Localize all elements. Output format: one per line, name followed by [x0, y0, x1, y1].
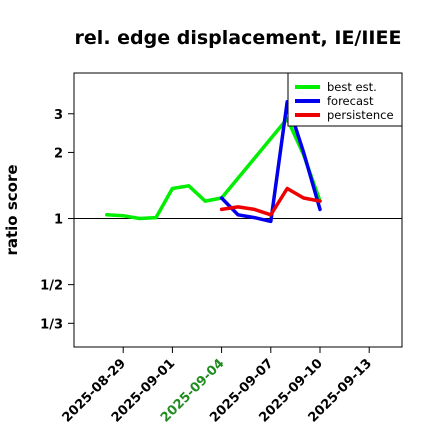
- y-tick-label-4: 1/3: [40, 317, 63, 332]
- y-tick-label-2: 1: [54, 213, 63, 228]
- chart-title: rel. edge displacement, IE/IIEE: [75, 27, 402, 49]
- y-tick-label-1: 2: [54, 146, 63, 161]
- legend-label-persistence: persistence: [327, 108, 394, 122]
- y-axis: 3 2 1 1/2 1/3: [40, 108, 74, 332]
- y-tick-label-3: 1/2: [40, 279, 63, 294]
- series-layer: [105, 100, 322, 224]
- series-line-best-est: [105, 116, 322, 221]
- series-line-forecast: [219, 100, 322, 224]
- plot-frame: [73, 72, 403, 348]
- legend-label-best-est: best est.: [327, 80, 377, 94]
- series-line-persistence: [219, 186, 322, 217]
- x-axis: 2025-08-292025-09-012025-09-042025-09-07…: [60, 347, 375, 426]
- y-axis-label: ratio score: [3, 164, 21, 255]
- legend-label-forecast: forecast: [327, 94, 374, 108]
- y-tick-label-0: 3: [54, 108, 63, 123]
